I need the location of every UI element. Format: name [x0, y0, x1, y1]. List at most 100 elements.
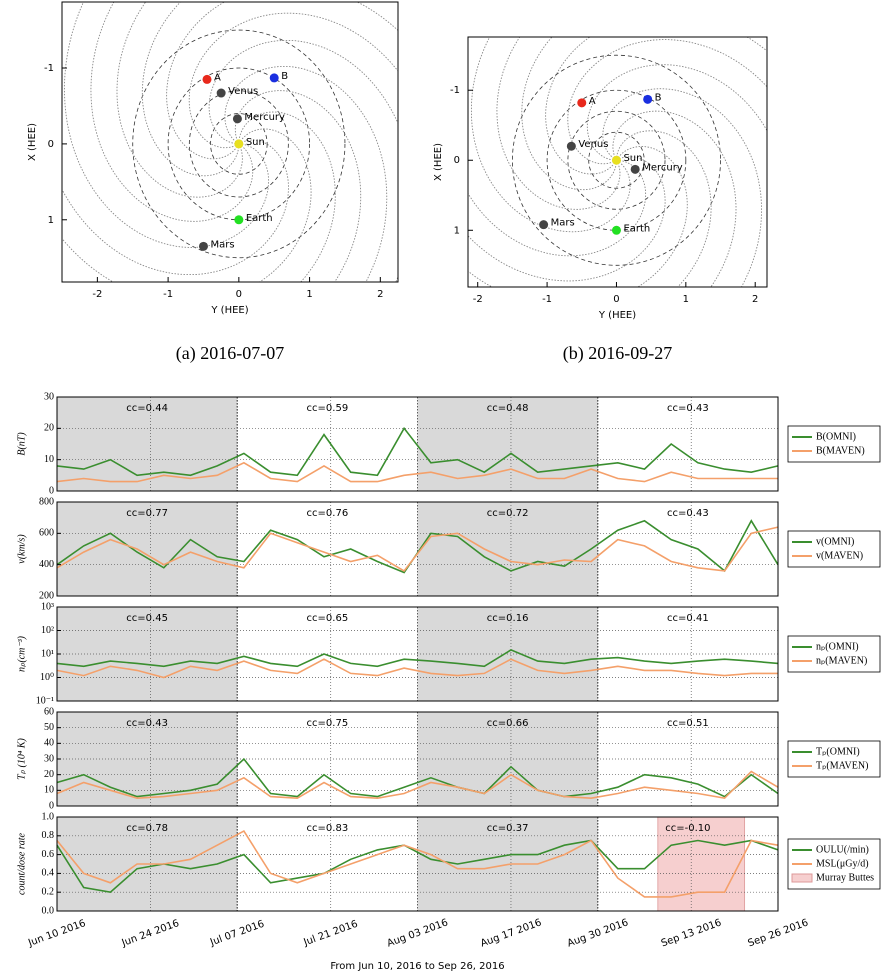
legend-box: [787, 530, 881, 568]
planet-label: Mars: [210, 239, 234, 250]
y-tick-label: 0.4: [42, 868, 55, 879]
legend-label: OULU(/min): [816, 844, 869, 855]
y-axis-label: v(km/s): [16, 534, 27, 564]
series-line: [56, 526, 779, 572]
spiral-line: [602, 88, 763, 287]
x-tick-label: Aug 03 2016: [386, 917, 450, 949]
orbit-circle: [546, 89, 687, 231]
spiral-line: [567, 39, 767, 165]
y-tick-label: 30: [44, 753, 54, 764]
legend-label: Murray Buttes: [816, 872, 874, 883]
y-tick-label: 1.0: [42, 811, 55, 822]
x-tick-label: -1: [542, 294, 552, 305]
x-tick-label: -2: [92, 289, 102, 300]
x-tick-label: 0: [236, 289, 242, 300]
cc-annotation: cc=0.78: [126, 823, 168, 834]
planet-label: Sun: [623, 153, 642, 164]
x-tick-label: -2: [473, 294, 483, 305]
y-tick-label: 0.0: [42, 905, 55, 916]
planet-label: B: [655, 92, 662, 103]
y-tick-label: 10⁰: [40, 672, 54, 683]
x-axis-label: From Jun 10, 2016 to Sep 26, 2016: [330, 961, 504, 972]
x-tick-label: Jul 21 2016: [301, 919, 359, 949]
cc-annotation: cc=-0.10: [665, 823, 710, 834]
orbit-circle: [567, 110, 666, 210]
x-tick-label: 2: [377, 289, 383, 300]
y-tick-label: 0: [49, 485, 54, 496]
spiral-line: [545, 37, 767, 175]
field-lines: [468, 37, 767, 287]
y-axis-label: Tₚ (10⁴ K): [16, 738, 27, 780]
y-tick-label: 1: [48, 215, 54, 226]
legend-label: Tₚ(MAVEN): [816, 760, 868, 771]
series-line: [56, 461, 778, 483]
y-tick-label: 1: [454, 225, 460, 236]
series-line: [56, 658, 778, 679]
legend-box: [787, 635, 881, 673]
orbit-circle: [132, 29, 346, 259]
cc-annotation: cc=0.65: [307, 613, 349, 624]
planet-label: B: [281, 71, 288, 82]
planet-marker: [216, 88, 226, 98]
y-tick-label: 30: [44, 391, 54, 402]
x-tick-label: Sep 26 2016: [747, 917, 810, 949]
y-tick-label: 20: [44, 423, 54, 434]
spiral-line: [208, 39, 398, 282]
orbit-circle: [511, 54, 721, 266]
legend-label: v(MAVEN): [816, 550, 863, 561]
spiral-line: [90, 2, 254, 222]
planet-label: Earth: [623, 223, 650, 234]
spiral-line: [234, 90, 362, 282]
spiral-line: [612, 110, 737, 287]
plot-frame: [61, 1, 399, 283]
series-line: [56, 770, 779, 800]
plot-frame: [56, 396, 779, 492]
planet-label: A: [214, 72, 221, 83]
cc-annotation: cc=0.43: [126, 718, 168, 729]
planet-marker: [269, 73, 279, 83]
spiral-line: [616, 130, 712, 287]
field-lines: [62, 2, 398, 282]
y-axis-label: count/dose rate: [16, 832, 27, 894]
legend-label: nₚ(OMNI): [816, 641, 859, 652]
x-tick-label: Jun 10 2016: [26, 918, 87, 949]
y-tick-label: 0: [48, 139, 54, 150]
planet-marker: [539, 220, 549, 230]
x-tick-label: Jun 24 2016: [120, 918, 181, 949]
cc-annotation: cc=0.48: [487, 403, 529, 414]
spiral-line: [116, 2, 243, 198]
series-line: [56, 839, 779, 894]
cc-annotation: cc=0.83: [307, 823, 349, 834]
planet-label: Mercury: [244, 112, 285, 123]
cc-annotation: cc=0.59: [307, 403, 349, 414]
series-line: [56, 757, 779, 798]
period-shade: [57, 397, 238, 491]
y-tick-label: 10¹: [41, 648, 54, 659]
spiral-line: [63, 2, 270, 248]
planet-label: Venus: [228, 86, 258, 97]
legend-box: [787, 740, 881, 778]
planet-marker: [234, 215, 244, 225]
planet-marker: [232, 114, 242, 124]
planet-marker: [202, 74, 212, 84]
legend-box: [787, 425, 881, 463]
y-tick-label: 600: [39, 528, 54, 539]
y-tick-label: 200: [39, 590, 54, 601]
series-line: [56, 426, 779, 477]
y-tick-label: 0.8: [42, 830, 55, 841]
y-tick-label: -1: [450, 85, 460, 96]
planet-marker: [611, 155, 621, 165]
spiral-line: [141, 2, 240, 177]
cc-annotation: cc=0.77: [126, 508, 168, 519]
series-line: [56, 649, 779, 668]
y-tick-label: -1: [44, 63, 54, 74]
cc-annotation: cc=0.41: [667, 613, 709, 624]
caption: (b) 2016-09-27: [563, 343, 672, 364]
x-tick-label: Sep 13 2016: [660, 917, 723, 949]
legend-label: B(OMNI): [816, 431, 856, 442]
legend-label: B(MAVEN): [816, 445, 865, 456]
spiral-line: [468, 146, 688, 287]
y-tick-label: 0: [49, 800, 54, 811]
planet-label: Earth: [246, 213, 273, 224]
x-tick-label: Jul 07 2016: [208, 919, 266, 949]
